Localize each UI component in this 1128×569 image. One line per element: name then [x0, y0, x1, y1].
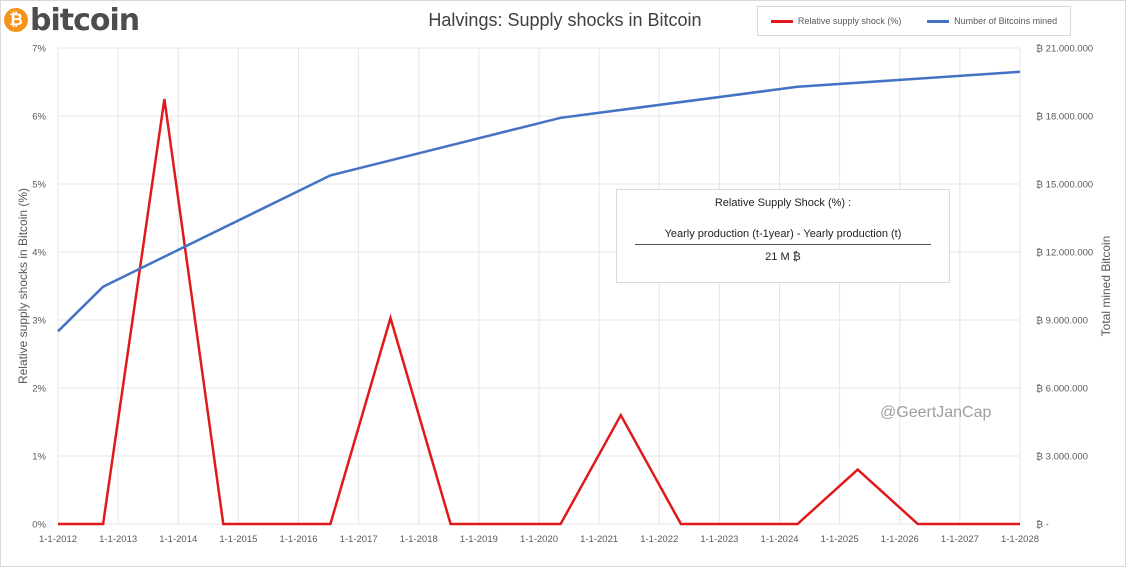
x-tick-label: 1-1-2026 — [881, 534, 919, 545]
x-tick-label: 1-1-2022 — [640, 534, 678, 545]
y-tick-label-left: 4% — [32, 248, 46, 259]
x-tick-label: 1-1-2013 — [99, 534, 137, 545]
x-tick-label: 1-1-2016 — [279, 534, 317, 545]
x-tick-label: 1-1-2024 — [760, 534, 798, 545]
y-tick-label-right: ₿ 15.000.000 — [1036, 180, 1093, 191]
y-tick-label-right: ₿ 9.000.000 — [1036, 316, 1088, 327]
logo-text: bitcoin — [30, 2, 140, 38]
bitcoin-coin-icon: ₿ — [4, 8, 28, 32]
series-line-bitcoins-mined — [57, 70, 1021, 333]
y-tick-label-left: 2% — [32, 384, 46, 395]
y-tick-label-left: 6% — [32, 112, 46, 123]
x-tick-label: 1-1-2014 — [159, 534, 197, 545]
y-tick-label-right: ₿ 21.000.000 — [1036, 44, 1093, 55]
x-tick-label: 1-1-2023 — [700, 534, 738, 545]
x-tick-label: 1-1-2012 — [39, 534, 77, 545]
y-tick-label-right: ₿ 18.000.000 — [1036, 112, 1093, 123]
y-tick-label-left: 3% — [32, 316, 46, 327]
formula-denominator: 21 M ₿ — [765, 251, 801, 263]
watermark: @GeertJanCap — [880, 404, 992, 421]
x-tick-label: 1-1-2028 — [1001, 534, 1039, 545]
x-tick-label: 1-1-2019 — [460, 534, 498, 545]
legend-item-bitcoins-mined: Number of Bitcoins mined — [927, 16, 1057, 26]
y-tick-label-left: 1% — [32, 452, 46, 463]
chart-legend: Relative supply shock (%) Number of Bitc… — [757, 6, 1071, 36]
legend-swatch-red — [770, 19, 793, 23]
y-tick-label-right: ₿ 6.000.000 — [1036, 384, 1088, 395]
x-tick-label: 1-1-2027 — [941, 534, 979, 545]
y-tick-label-right: ₿ - — [1036, 520, 1049, 531]
x-tick-label: 1-1-2015 — [219, 534, 257, 545]
formula-numerator: Yearly production (t-1year) - Yearly pro… — [664, 228, 902, 240]
formula-fraction-line — [635, 244, 931, 245]
x-tick-label: 1-1-2025 — [821, 534, 859, 545]
formula-title: Relative Supply Shock (%) : — [714, 197, 852, 209]
x-tick-label: 1-1-2017 — [340, 534, 378, 545]
y-tick-label-right: ₿ 3.000.000 — [1036, 452, 1088, 463]
x-tick-label: 1-1-2020 — [520, 534, 558, 545]
series-line-supply-shock — [58, 98, 1020, 526]
formula-box: Relative Supply Shock (%) : Yearly produ… — [616, 189, 950, 283]
legend-swatch-blue — [927, 19, 950, 23]
x-tick-label: 1-1-2018 — [400, 534, 438, 545]
y-tick-label-left: 0% — [32, 520, 46, 531]
legend-label: Relative supply shock (%) — [797, 16, 902, 26]
legend-item-supply-shock: Relative supply shock (%) — [770, 16, 902, 26]
y-tick-label-right: ₿ 12.000.000 — [1036, 248, 1093, 259]
chart-title: Halvings: Supply shocks in Bitcoin — [428, 10, 702, 30]
y-tick-label-left: 5% — [32, 180, 46, 191]
legend-label: Number of Bitcoins mined — [954, 16, 1058, 26]
bitcoin-logo: ₿ bitcoin — [4, 2, 140, 38]
y-tick-label-left: 7% — [32, 44, 46, 55]
x-tick-label: 1-1-2021 — [580, 534, 618, 545]
